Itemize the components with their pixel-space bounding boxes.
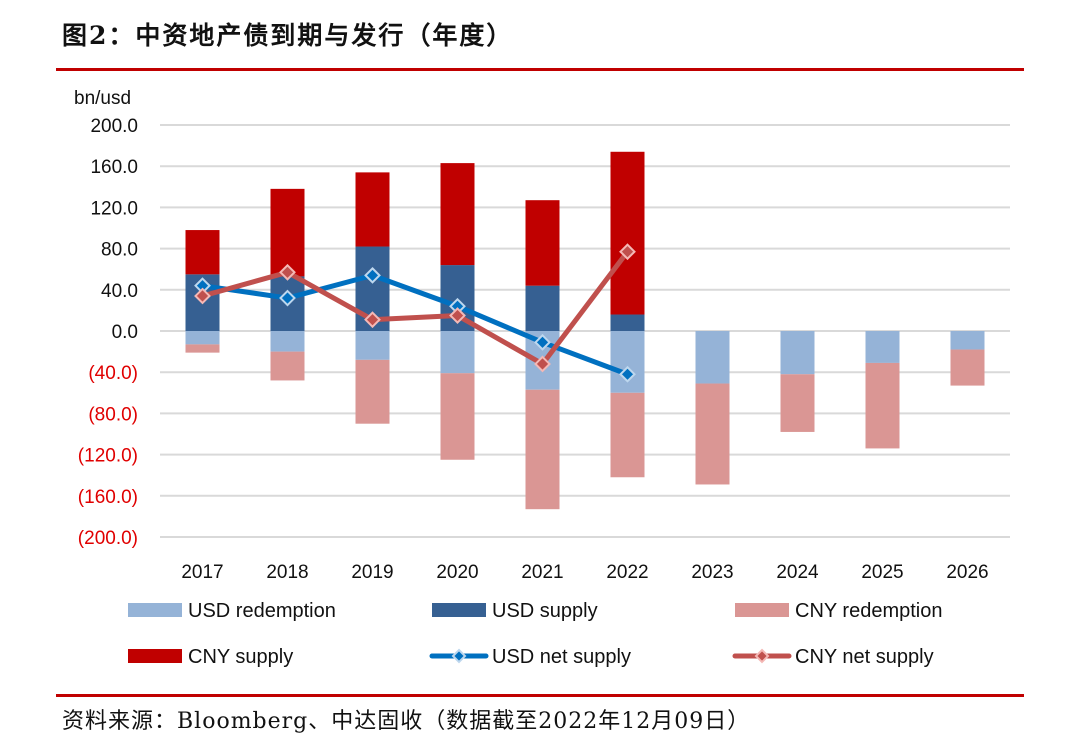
legend-label: CNY supply — [188, 646, 293, 668]
legend-item-cny-redemption: CNY redemption — [735, 600, 942, 622]
x-tick-label: 2020 — [436, 562, 478, 583]
bar-cny-redemption — [440, 373, 475, 460]
bar-cny-supply — [355, 172, 390, 247]
legend: USD redemption USD supply CNY redemption CN… — [128, 600, 942, 668]
bar-usd-redemption — [610, 331, 645, 393]
lines — [194, 243, 636, 383]
y-tick-label: 40.0 — [101, 281, 138, 302]
title-divider — [56, 68, 1024, 71]
x-tick-label: 2019 — [351, 562, 393, 583]
legend-swatch — [735, 603, 789, 617]
y-axis-ticks: 200.0 160.0 120.0 80.0 40.0 0.0 (40.0) (80.0) (1… — [78, 116, 138, 549]
legend-item-usd-supply: USD supply — [432, 600, 598, 622]
x-tick-label: 2022 — [606, 562, 648, 583]
marker-cny-net-supply — [619, 243, 636, 261]
bars — [185, 151, 985, 510]
y-axis-label: bn/usd — [74, 88, 131, 109]
y-tick-label: (200.0) — [78, 528, 138, 549]
marker-cny-net-supply — [534, 355, 551, 373]
bar-usd-redemption — [355, 331, 390, 360]
bar-cny-supply — [270, 188, 305, 277]
bar-usd-redemption — [780, 331, 815, 375]
x-tick-label: 2018 — [266, 562, 308, 583]
bar-usd-redemption — [440, 331, 475, 374]
legend-label: CNY redemption — [795, 600, 942, 622]
legend-label: USD supply — [492, 600, 598, 622]
bar-cny-redemption — [185, 344, 220, 353]
bar-usd-redemption — [270, 331, 305, 352]
legend-label: USD net supply — [492, 646, 631, 668]
x-tick-label: 2017 — [181, 562, 223, 583]
bar-usd-redemption — [695, 331, 730, 384]
bar-cny-supply — [610, 151, 645, 315]
source-note: 资料来源：Bloomberg、中达固收（数据截至2022年12月09日） — [62, 709, 751, 734]
legend-swatch — [128, 649, 182, 663]
legend-marker — [451, 648, 467, 664]
legend-item-cny-net-supply: CNY net supply — [732, 646, 934, 668]
y-tick-label: 80.0 — [101, 240, 138, 261]
bar-usd-redemption — [865, 331, 900, 363]
legend-label: USD redemption — [188, 600, 336, 622]
x-axis-ticks: 2017 2018 2019 2020 2021 2022 2023 2024 2025 2026 — [181, 562, 988, 583]
bar-cny-redemption — [865, 362, 900, 449]
x-tick-label: 2023 — [691, 562, 733, 583]
marker-cny-net-supply — [364, 311, 381, 329]
figure-title: 图2：中资地产债到期与发行（年度） — [62, 21, 514, 50]
y-tick-label: (80.0) — [88, 404, 138, 425]
y-tick-label: 0.0 — [112, 322, 138, 343]
y-tick-label: (120.0) — [78, 446, 138, 467]
bar-cny-redemption — [610, 392, 645, 478]
legend-marker — [754, 648, 770, 664]
marker-usd-net-supply — [364, 266, 381, 284]
marker-cny-net-supply — [279, 263, 296, 281]
legend-item-usd-net-supply: USD net supply — [429, 646, 631, 668]
bar-cny-supply — [185, 230, 220, 275]
marker-usd-net-supply — [534, 333, 551, 351]
legend-item-usd-redemption: USD redemption — [128, 600, 336, 622]
y-tick-label: (160.0) — [78, 487, 138, 508]
legend-item-cny-supply: CNY supply — [128, 646, 293, 668]
legend-swatch — [432, 603, 486, 617]
bar-cny-redemption — [270, 351, 305, 381]
y-tick-label: 160.0 — [90, 157, 138, 178]
y-tick-label: (40.0) — [88, 363, 138, 384]
x-tick-label: 2024 — [776, 562, 819, 583]
x-tick-label: 2026 — [946, 562, 988, 583]
source-divider — [56, 694, 1024, 697]
x-tick-label: 2025 — [861, 562, 903, 583]
bar-usd-supply — [525, 285, 560, 331]
bar-usd-redemption — [950, 331, 985, 350]
line-cny-net-supply — [201, 250, 630, 367]
marker-usd-net-supply — [279, 289, 296, 307]
marker-cny-net-supply — [449, 307, 466, 324]
y-tick-label: 200.0 — [90, 116, 138, 137]
bar-cny-redemption — [695, 383, 730, 485]
bar-cny-supply — [440, 163, 475, 266]
bar-cny-redemption — [950, 349, 985, 386]
y-tick-label: 120.0 — [90, 198, 138, 219]
marker-usd-net-supply — [619, 365, 636, 383]
bar-cny-supply — [525, 200, 560, 286]
bar-cny-redemption — [355, 359, 390, 424]
bar-usd-redemption — [185, 331, 220, 345]
bar-usd-supply — [610, 314, 645, 331]
bar-cny-redemption — [780, 374, 815, 432]
legend-swatch — [128, 603, 182, 617]
legend-label: CNY net supply — [795, 646, 934, 668]
marker-cny-net-supply — [194, 287, 211, 305]
x-tick-label: 2021 — [521, 562, 563, 583]
bar-cny-redemption — [525, 389, 560, 510]
